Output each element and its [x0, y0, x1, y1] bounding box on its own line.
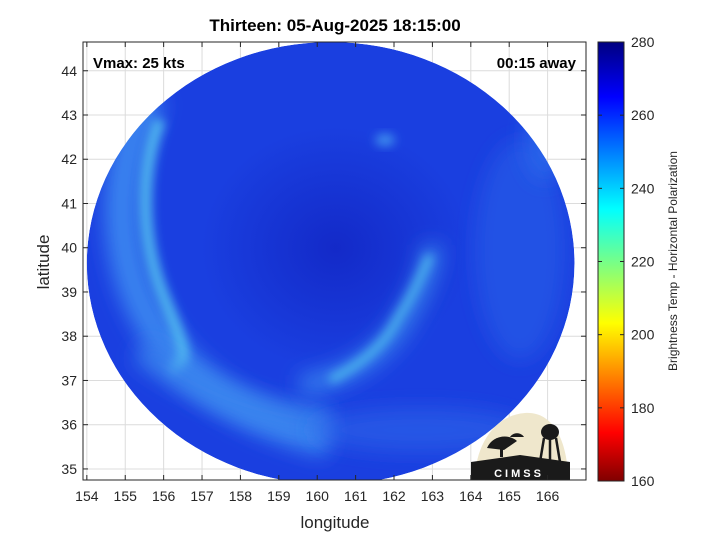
colorbar-tick-label: 260 — [631, 107, 655, 123]
inner-spiral-bright — [328, 253, 434, 384]
x-tick-label: 156 — [152, 488, 176, 504]
plot-area: CIMSS Vmax: 25 kts 00:15 away — [83, 42, 586, 480]
x-tick-label: 163 — [421, 488, 445, 504]
logo-dish-large — [487, 436, 517, 450]
logo-water-tower-tank — [541, 424, 559, 440]
x-tick-label: 159 — [267, 488, 291, 504]
logo-dish-mount — [500, 448, 503, 457]
y-tick-label: 38 — [61, 328, 77, 344]
microwave-swath — [86, 42, 575, 480]
x-tick-label: 164 — [459, 488, 483, 504]
x-tick-label: 162 — [382, 488, 406, 504]
y-tick-label: 35 — [61, 461, 77, 477]
colorbar-tick-label: 200 — [631, 327, 655, 343]
x-axis-label: longitude — [300, 513, 369, 532]
south-band — [310, 408, 530, 452]
x-tick-label: 165 — [498, 488, 522, 504]
colorbar-tick-label: 160 — [631, 473, 655, 489]
colorbar-ticks: 160 180 200 220 240 260 280 — [598, 34, 655, 489]
colorbar-label: Brightness Temp - Horizontal Polarizatio… — [666, 151, 680, 371]
axis-ticks: 154 155 156 157 158 159 160 161 162 163 164 165 166 3… — [61, 42, 586, 504]
y-tick-label: 41 — [61, 195, 77, 211]
logo-text: CIMSS — [494, 468, 544, 480]
vmax-label: Vmax: 25 kts — [93, 55, 185, 72]
x-tick-label: 157 — [190, 488, 214, 504]
y-axis-label: latitude — [34, 235, 53, 290]
y-tick-label: 37 — [61, 372, 77, 388]
colorbar-tick-label: 280 — [631, 34, 655, 50]
y-tick-label: 39 — [61, 284, 77, 300]
y-tick-label: 42 — [61, 151, 77, 167]
southwest-band — [132, 339, 331, 433]
colorbar-tick-label: 220 — [631, 254, 655, 270]
x-tick-label: 155 — [114, 488, 138, 504]
plot-frame — [82, 41, 587, 481]
x-tick-label: 161 — [344, 488, 368, 504]
y-tick-label: 40 — [61, 240, 77, 256]
x-tick-label: 160 — [306, 488, 330, 504]
east-band — [475, 140, 565, 360]
x-tick-label: 166 — [536, 488, 560, 504]
y-tick-label: 36 — [61, 417, 77, 433]
x-tick-label: 154 — [75, 488, 99, 504]
colorbar — [597, 41, 625, 482]
cimss-logo: CIMSS — [471, 412, 570, 480]
west-bright-band — [139, 117, 189, 376]
y-tick-label: 43 — [61, 107, 77, 123]
north-cell — [375, 134, 395, 146]
colorbar-tick-label: 180 — [631, 400, 655, 416]
y-tick-label: 44 — [61, 63, 77, 79]
logo-building — [471, 455, 570, 480]
x-tick-label: 158 — [229, 488, 253, 504]
chart-title: Thirteen: 05-Aug-2025 18:15:00 — [209, 16, 460, 35]
colorbar-tick-label: 240 — [631, 180, 655, 196]
time-away-label: 00:15 away — [497, 55, 577, 72]
logo-dish-small — [510, 433, 524, 437]
logo-water-tower-legs — [538, 437, 562, 463]
